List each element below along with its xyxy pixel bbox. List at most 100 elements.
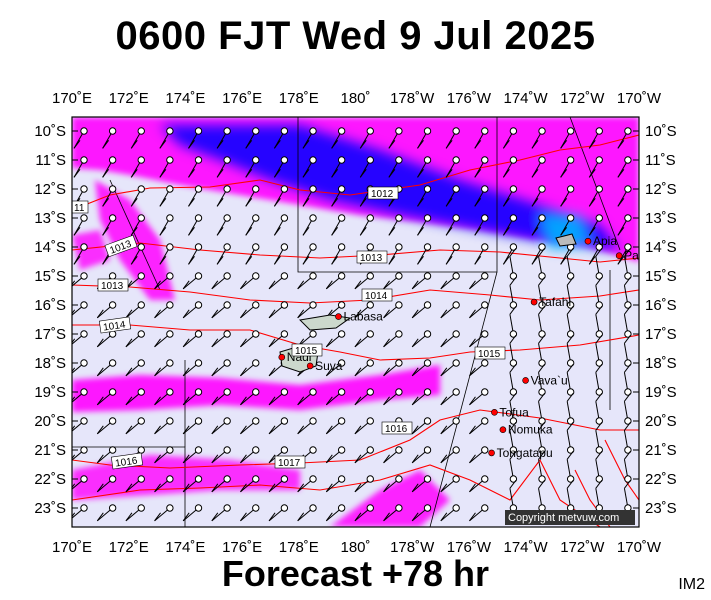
wind-barb <box>273 243 289 265</box>
wind-barb <box>359 127 374 149</box>
wind-barb <box>96 475 117 493</box>
wind-barb <box>411 301 432 319</box>
wind-barb <box>445 156 460 178</box>
wind-barb <box>623 364 632 396</box>
wind-barb <box>566 451 575 483</box>
wind-barb <box>417 243 432 265</box>
wind-barb <box>469 475 489 493</box>
wind-barb <box>383 388 403 406</box>
lat-label-right: 12˚S <box>645 181 677 198</box>
lat-label-left: 18˚S <box>34 355 66 372</box>
wind-barb <box>102 214 117 236</box>
svg-text:1013: 1013 <box>101 281 124 292</box>
lon-label-bottom: 176˚W <box>447 539 492 556</box>
lat-label-right: 22˚S <box>645 471 677 488</box>
lon-label-top: 170˚W <box>617 90 662 107</box>
wind-barb <box>617 214 632 236</box>
lat-label-left: 22˚S <box>34 471 66 488</box>
wind-barb <box>125 475 145 493</box>
wind-barb <box>623 393 632 425</box>
image-code: IM2 <box>678 576 705 593</box>
wind-barb <box>588 156 603 178</box>
wind-barb <box>566 480 575 512</box>
wind-barb <box>538 451 546 483</box>
place-name: Tofua <box>499 405 529 419</box>
isobar-label: 1013 <box>356 250 388 264</box>
wind-barb <box>182 359 203 377</box>
wind-barb <box>440 446 460 464</box>
wind-barb <box>102 127 117 149</box>
wind-barb <box>417 185 432 207</box>
wind-barb <box>240 359 260 377</box>
wind-barb <box>72 417 88 432</box>
wind-barb <box>154 388 174 406</box>
place-marker: Apia <box>584 234 617 248</box>
wind-barb <box>302 156 317 178</box>
wind-barb <box>469 446 489 464</box>
wind-barb <box>297 330 317 348</box>
wind-barb <box>509 248 518 280</box>
wind-barb <box>531 127 546 149</box>
lon-label-top: 176˚E <box>222 90 262 107</box>
wind-barb <box>469 417 489 435</box>
wind-barb <box>531 214 546 236</box>
isobar-labels: 11 1012 1013 1013 1013 1014 1014 1015 10… <box>72 186 506 470</box>
lat-label-right: 10˚S <box>645 123 677 140</box>
wind-barb <box>383 446 403 464</box>
svg-text:1012: 1012 <box>371 189 394 200</box>
wind-barb <box>125 388 145 406</box>
isobar-label: 1015 <box>474 346 506 360</box>
wind-barb <box>302 214 317 236</box>
place-name: Suva <box>315 359 343 373</box>
wind-barb <box>159 214 174 236</box>
isobar-label: 1015 <box>291 343 323 357</box>
wind-barb <box>445 185 460 207</box>
wind-barb <box>502 185 518 207</box>
place-marker: Tongatapu <box>488 446 553 460</box>
wind-barb <box>474 243 489 265</box>
wind-barb <box>96 388 117 406</box>
wind-barb <box>560 185 575 207</box>
wind-barb <box>268 504 289 522</box>
lat-label-left: 12˚S <box>34 181 66 198</box>
wind-barb <box>383 301 403 319</box>
wind-barb <box>130 214 145 236</box>
wind-barb <box>538 248 546 280</box>
place-name: Apia <box>593 234 617 248</box>
wind-barb <box>211 330 231 348</box>
wind-barb <box>509 451 518 483</box>
svg-text:1015: 1015 <box>295 346 318 357</box>
wind-barb <box>154 417 174 435</box>
wind-barb <box>240 388 260 406</box>
wind-barb <box>154 475 174 493</box>
wind-barb <box>538 306 546 338</box>
place-marker: Labasa <box>335 310 383 324</box>
place-name: Tafahi <box>539 295 571 309</box>
wind-barb <box>566 248 575 280</box>
place-name: Pago Pago <box>624 249 684 263</box>
wind-barb <box>240 475 260 493</box>
wind-barb <box>240 504 260 522</box>
wind-barb <box>268 417 289 435</box>
wind-barb <box>354 359 374 377</box>
wind-barb <box>130 127 145 149</box>
svg-text:1016: 1016 <box>385 424 408 435</box>
wind-barb <box>469 504 489 522</box>
lat-label-left: 13˚S <box>34 210 66 227</box>
wind-barb <box>588 185 603 207</box>
wind-barb <box>509 364 518 396</box>
wind-barb <box>595 335 603 367</box>
wind-barb <box>538 393 546 425</box>
wind-barb <box>302 185 317 207</box>
wind-barb <box>297 272 317 290</box>
wind-barb <box>595 364 603 396</box>
wind-barb <box>216 156 231 178</box>
lon-label-bottom: 174˚W <box>504 539 549 556</box>
wind-barb <box>331 214 346 236</box>
wind-barb <box>531 156 546 178</box>
isobar-label: 1016 <box>110 452 144 470</box>
wind-barb <box>331 156 346 178</box>
wind-barb <box>302 243 317 265</box>
wind-barb <box>509 277 518 309</box>
wind-barb <box>273 127 289 149</box>
